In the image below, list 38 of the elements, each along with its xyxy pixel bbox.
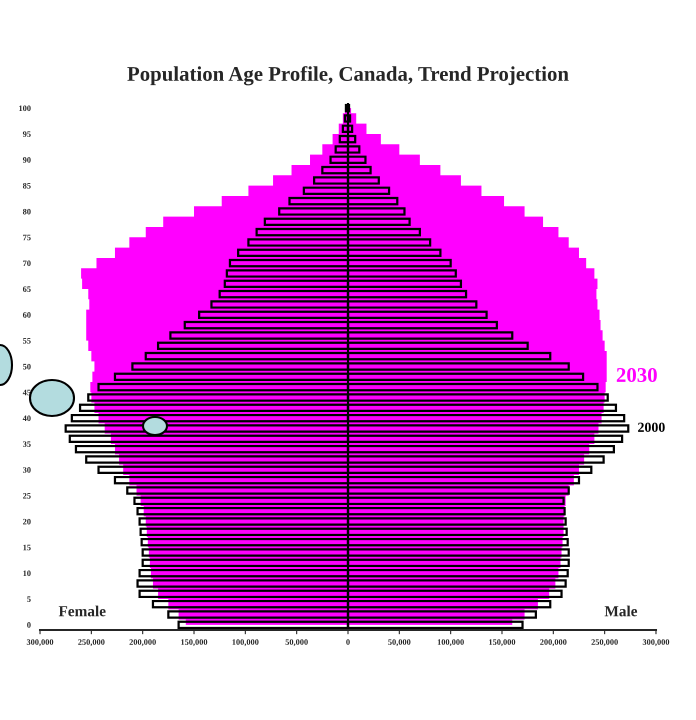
- y-tick-label: 95: [22, 131, 31, 137]
- series-label: 2030: [616, 368, 657, 382]
- x-tick-label: 150,000: [181, 639, 208, 646]
- x-tick-label: 100,000: [438, 639, 464, 646]
- y-tick-label: 90: [22, 157, 31, 163]
- y-tick-label: 0: [27, 622, 31, 628]
- y-tick-label: 60: [22, 312, 31, 318]
- x-tick-label: 300,000: [26, 639, 54, 646]
- x-tick-label: 250,000: [78, 639, 105, 646]
- y-tick-label: 75: [23, 234, 31, 240]
- x-tick-label: 0: [346, 639, 350, 645]
- series-label: 2000: [638, 422, 665, 432]
- y-tick-label: 20: [23, 518, 31, 524]
- chart-title: Population Age Profile, Canada, Trend Projection: [127, 66, 569, 86]
- annotation: Male: [604, 606, 638, 616]
- annotation: Female: [58, 606, 106, 616]
- y-tick-label: 15: [23, 544, 31, 550]
- x-tick-label: 150,000: [489, 639, 516, 646]
- x-tick-label: 200,000: [540, 639, 567, 646]
- y-tick-label: 55: [22, 338, 31, 344]
- x-tick-label: 300,000: [642, 639, 670, 646]
- x-tick-label: 50,000: [286, 639, 308, 646]
- x-tick-label: 50,000: [388, 639, 410, 646]
- y-tick-label: 70: [23, 260, 31, 266]
- x-tick-label: 250,000: [591, 639, 618, 646]
- y-tick-label: 35: [22, 441, 31, 447]
- x-tick-label: 100,000: [232, 639, 259, 646]
- y-tick-label: 10: [23, 570, 31, 576]
- y-tick-label: 25: [23, 493, 31, 499]
- y-tick-label: 65: [22, 286, 31, 292]
- y-tick-label: 5: [27, 596, 31, 602]
- y-tick-label: 50: [22, 364, 31, 370]
- x-tick-label: 200,000: [129, 639, 156, 646]
- y-tick-label: 100: [19, 105, 31, 112]
- y-tick-label: 85: [22, 182, 31, 189]
- y-tick-label: 80: [22, 208, 31, 214]
- y-tick-label: 30: [22, 467, 31, 473]
- y-tick-label: 40: [22, 416, 31, 422]
